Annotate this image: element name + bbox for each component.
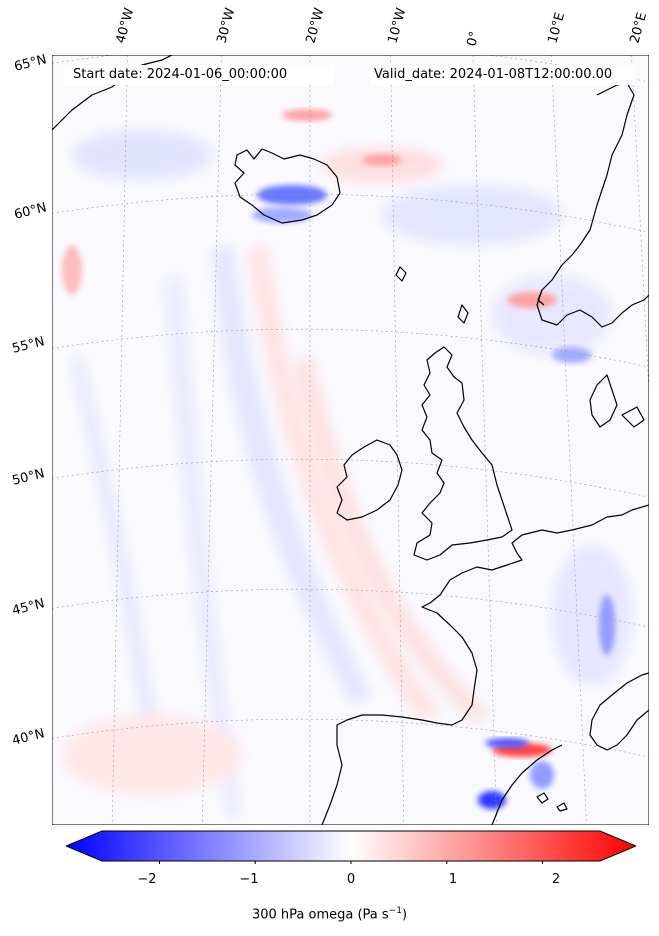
lat-label: 65°N [12, 52, 49, 75]
lat-label: 60°N [12, 200, 49, 223]
lat-label: 40°N [10, 726, 47, 749]
lon-label: 10°W [385, 6, 410, 45]
lon-label: 20°E [627, 10, 651, 46]
colorbar-tick-label: −2 [137, 872, 157, 887]
colorbar [66, 830, 636, 864]
lon-label: 0° [464, 29, 483, 48]
start-date-label: Start date: 2024-01-06_00:00:00 [73, 67, 288, 82]
colorbar-tick-label: 0 [346, 872, 356, 887]
lat-label: 55°N [10, 334, 47, 357]
lon-label: 30°W [214, 6, 239, 45]
colorbar-label: 300 hPa omega (Pa s−1) [0, 906, 659, 922]
lon-label: 40°W [113, 6, 138, 45]
coastlines [52, 55, 649, 825]
map-panel [52, 55, 649, 825]
colorbar-tick-label: 1 [448, 872, 458, 887]
colorbar-label-text: 300 hPa omega (Pa s [251, 907, 389, 923]
omega-field [62, 109, 632, 817]
valid-date-label: Valid_date: 2024-01-08T12:00:00.00 [374, 67, 613, 82]
graticule [52, 55, 649, 825]
colorbar-label-sup: −1 [388, 906, 402, 916]
lon-label: 10°E [545, 10, 569, 46]
valid-date-box [370, 65, 635, 85]
colorbar-label-end: ) [401, 907, 408, 923]
lat-label: 50°N [10, 466, 47, 489]
lat-label: 45°N [10, 596, 47, 619]
lon-label: 20°W [303, 6, 328, 45]
colorbar-tick-label: 2 [551, 872, 561, 887]
colorbar-tick-label: −1 [239, 872, 259, 887]
start-date-box [64, 65, 334, 85]
